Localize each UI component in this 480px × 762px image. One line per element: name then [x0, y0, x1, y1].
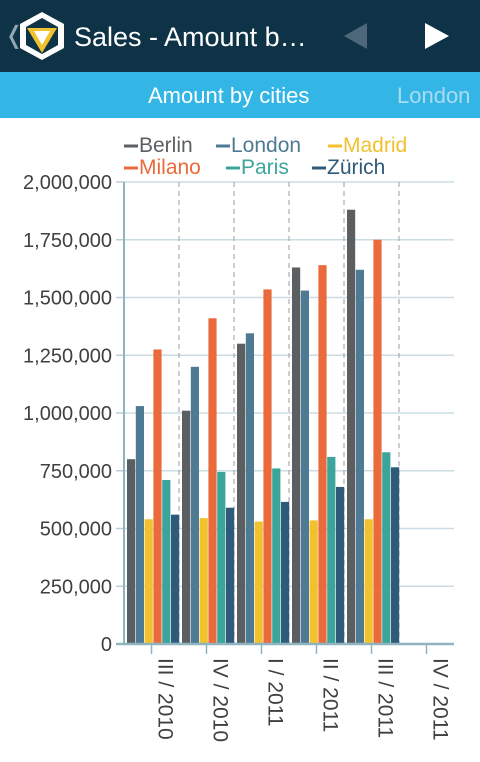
legend-label-berlin: Berlin: [139, 134, 193, 157]
y-tick-label: 750,000: [40, 461, 112, 483]
x-tick-label: II / 2011: [319, 658, 342, 732]
bar-paris: [382, 452, 391, 644]
bar-berlin: [182, 410, 191, 644]
bar-paris: [162, 479, 171, 644]
tab-amount-by-cities[interactable]: Amount by cities: [148, 83, 310, 108]
x-tick-label: IV / 2010: [209, 658, 232, 742]
bar-london: [355, 269, 364, 644]
y-tick-label: 1,750,000: [23, 230, 112, 252]
triangle-right-icon[interactable]: [420, 20, 452, 52]
bar-madrid: [144, 519, 153, 644]
y-tick-label: 2,000,000: [23, 172, 112, 194]
bar-madrid: [309, 520, 318, 644]
amount-by-cities-chart: 0 250,000 500,000 750,000 1,000,000 1,250,000…: [23, 134, 454, 742]
bar-london: [245, 333, 254, 644]
bar-paris: [217, 471, 226, 644]
bar-milano: [263, 289, 272, 644]
legend-label-milano: Milano: [139, 156, 201, 179]
bar-milano: [208, 318, 217, 644]
bar-zürich: [391, 467, 400, 644]
bar-berlin: [347, 209, 356, 644]
bar-berlin: [237, 343, 246, 644]
bar-berlin: [292, 267, 301, 644]
bar-madrid: [254, 521, 263, 644]
legend-label-london: London: [231, 134, 301, 157]
x-tick-label: I / 2011: [264, 658, 287, 727]
page-title: Sales - Amount b…: [74, 22, 307, 52]
title-bar: ❬ Sales - Amount b…: [0, 0, 480, 72]
x-tick-label: IV / 2011: [429, 658, 452, 741]
bar-berlin: [127, 459, 136, 644]
y-tick-label: 1,250,000: [23, 345, 112, 367]
bar-zürich: [171, 514, 180, 644]
legend-label-zürich: Zürich: [327, 156, 385, 179]
bar-paris: [327, 456, 336, 644]
yellow-v-logo-icon[interactable]: [18, 11, 66, 61]
tab-london[interactable]: London: [397, 83, 471, 108]
legend-label-paris: Paris: [241, 156, 289, 179]
bar-london: [300, 290, 309, 644]
y-tick-label: 0: [101, 634, 112, 656]
back-chevron-icon[interactable]: ❬: [4, 22, 25, 49]
y-tick-label: 250,000: [40, 576, 112, 598]
y-tick-label: 1,000,000: [23, 403, 112, 425]
bar-paris: [272, 468, 281, 644]
tab-bar: Amount by cities London: [0, 72, 480, 118]
bar-milano: [373, 239, 382, 644]
bar-london: [190, 366, 199, 644]
bar-zürich: [336, 486, 345, 644]
bar-madrid: [364, 519, 373, 644]
y-tick-label: 500,000: [40, 519, 112, 541]
legend-label-madrid: Madrid: [343, 134, 407, 157]
triangle-left-icon[interactable]: [340, 20, 370, 52]
bar-milano: [153, 349, 162, 644]
bar-london: [135, 406, 144, 644]
y-tick-label: 1,500,000: [23, 288, 112, 310]
bar-madrid: [199, 518, 208, 644]
bar-milano: [318, 265, 327, 644]
bar-zürich: [226, 507, 235, 644]
x-tick-label: III / 2010: [154, 658, 177, 740]
bar-zürich: [281, 501, 290, 644]
x-tick-label: III / 2011: [374, 658, 397, 738]
